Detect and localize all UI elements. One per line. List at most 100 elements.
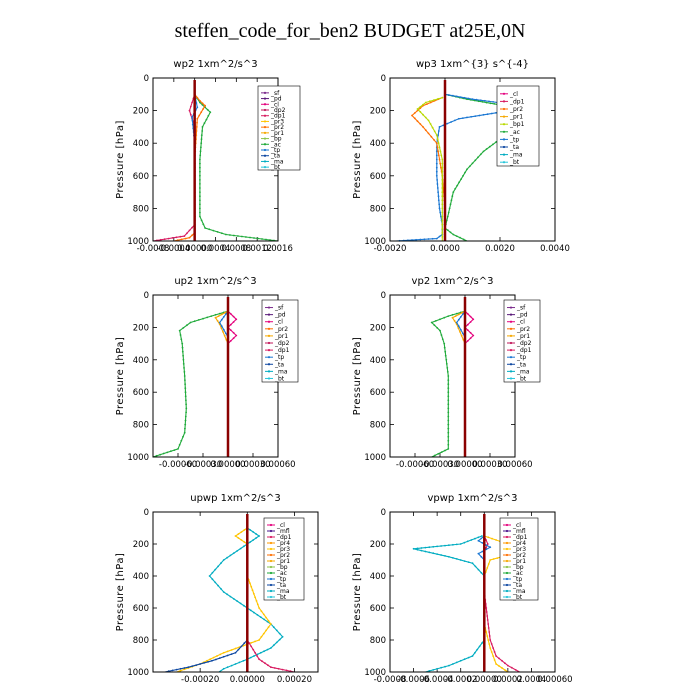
series-point [433, 130, 436, 133]
series-point [457, 117, 460, 120]
legend-entry: _bt [270, 164, 281, 171]
series-point [462, 174, 464, 177]
y-tick-label: 1000 [364, 237, 386, 247]
series-point [424, 101, 427, 104]
series-point [183, 668, 186, 671]
series-point [490, 651, 493, 653]
series-point [470, 539, 473, 541]
series-point [225, 313, 227, 315]
series-point [199, 187, 201, 189]
series-point [489, 546, 492, 549]
series-point [479, 153, 482, 156]
series-point [435, 134, 438, 137]
series-point [218, 657, 221, 659]
series-point [248, 642, 251, 645]
series-point [199, 101, 201, 104]
series-point [200, 219, 203, 222]
series-point [173, 449, 176, 451]
panel-title: up2 1xm^2/s^3 [174, 276, 256, 287]
series-point [441, 223, 444, 226]
series-point [490, 643, 493, 645]
series-point [432, 545, 435, 548]
series-point [222, 591, 225, 593]
series-point [501, 659, 503, 662]
series-point [267, 664, 269, 667]
series-point [495, 663, 497, 665]
legend-entry: _tp [509, 136, 519, 143]
legend-entry: _pr2 [509, 106, 523, 113]
series-point [261, 660, 263, 663]
legend-marker [502, 130, 506, 133]
series-point [462, 117, 464, 119]
series-point [441, 215, 444, 218]
legend-marker [263, 108, 267, 112]
series-point [441, 191, 444, 194]
series-point [498, 665, 500, 667]
x-tick-label: -0.00030 [421, 460, 459, 470]
series-point [212, 229, 215, 232]
x-tick-label: 0.00060 [497, 460, 532, 470]
series-point [444, 544, 446, 547]
series-point [209, 658, 212, 661]
legend-entry: _dp1 [276, 534, 292, 541]
y-tick-label: 800 [133, 636, 149, 646]
legend-marker [505, 595, 509, 599]
legend-marker [267, 341, 271, 345]
legend-marker [263, 166, 267, 169]
series-point [444, 449, 446, 452]
series-point [459, 236, 461, 239]
series-point [185, 403, 188, 406]
series-point [203, 662, 206, 664]
panel-title: vpwp 1xm^2/s^3 [427, 493, 517, 504]
series-point [239, 602, 242, 605]
series-point [485, 101, 488, 104]
series-point [438, 203, 441, 206]
legend-marker [505, 529, 509, 533]
series-point [254, 596, 256, 599]
series-point [491, 537, 493, 540]
series-point [218, 312, 221, 315]
series-point [177, 448, 179, 450]
series-point [435, 170, 438, 173]
series-point [479, 99, 482, 102]
series-point [496, 557, 499, 559]
series-point [447, 407, 450, 410]
series-point [239, 547, 242, 550]
legend-entry: _pr4 [276, 540, 290, 547]
legend-entry: _sf [516, 305, 526, 312]
series-point [427, 119, 430, 122]
series-point [480, 537, 483, 540]
series-point [492, 143, 494, 146]
y-tick-label: 400 [133, 356, 149, 366]
legend-marker [505, 583, 509, 587]
y-tick-label: 0 [144, 291, 149, 301]
legend-entry: _bt [274, 375, 285, 382]
series-point [435, 162, 438, 165]
series-point [437, 134, 439, 137]
legend-marker [505, 571, 509, 575]
series-point [443, 346, 446, 349]
series-point [468, 165, 471, 168]
y-tick-label: 400 [370, 356, 386, 366]
series-point [216, 320, 219, 322]
series-point [230, 649, 233, 651]
series-point [255, 533, 257, 535]
series-point [489, 102, 492, 105]
series-point [462, 238, 465, 241]
y-axis-label: Pressure [hPa] [352, 120, 363, 199]
series-point [427, 132, 430, 135]
series-point [514, 669, 517, 671]
series-point [448, 94, 450, 96]
series-point [195, 102, 198, 104]
legend-entry: _pr1 [270, 130, 284, 137]
series-point [440, 334, 443, 336]
series-point [480, 571, 483, 574]
series-point [477, 100, 480, 103]
series-point [240, 539, 243, 541]
series-point [444, 555, 446, 557]
series-point [437, 130, 440, 132]
series-point [441, 174, 444, 177]
series-point [433, 139, 435, 141]
series-point [474, 159, 477, 162]
